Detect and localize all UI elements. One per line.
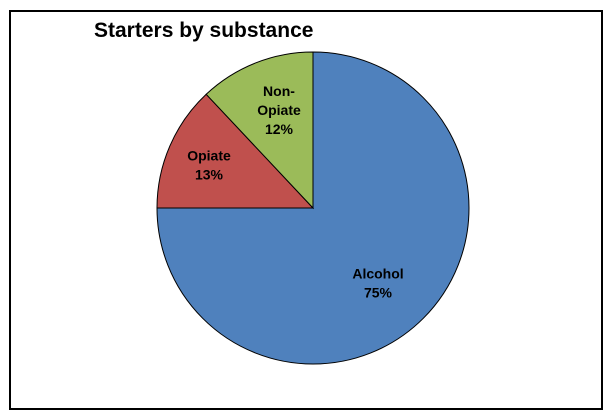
slice-label-line: 75%: [364, 285, 393, 301]
slice-label-line: 12%: [265, 121, 294, 137]
slice-label-line: Alcohol: [352, 266, 403, 282]
slice-labels: Alcohol 75% Opiate 13% Non- Opiate 12%: [187, 83, 403, 301]
pie-slice-opiate: [156, 93, 315, 209]
slice-label-line: Opiate: [187, 148, 231, 164]
slice-label-line: Opiate: [257, 102, 301, 118]
slice-label-alcohol: Alcohol 75%: [352, 266, 403, 301]
slice-label-line: Non-: [263, 83, 295, 99]
pie-slices: [156, 51, 470, 365]
pie-slice-alcohol: [156, 51, 470, 365]
chart-title: Starters by substance: [94, 19, 314, 42]
slice-label-line: 13%: [195, 167, 224, 183]
slice-label-non-opiate: Non- Opiate 12%: [257, 83, 301, 137]
slice-label-opiate: Opiate 13%: [187, 148, 231, 183]
pie-slice-non-opiate: [205, 51, 314, 210]
